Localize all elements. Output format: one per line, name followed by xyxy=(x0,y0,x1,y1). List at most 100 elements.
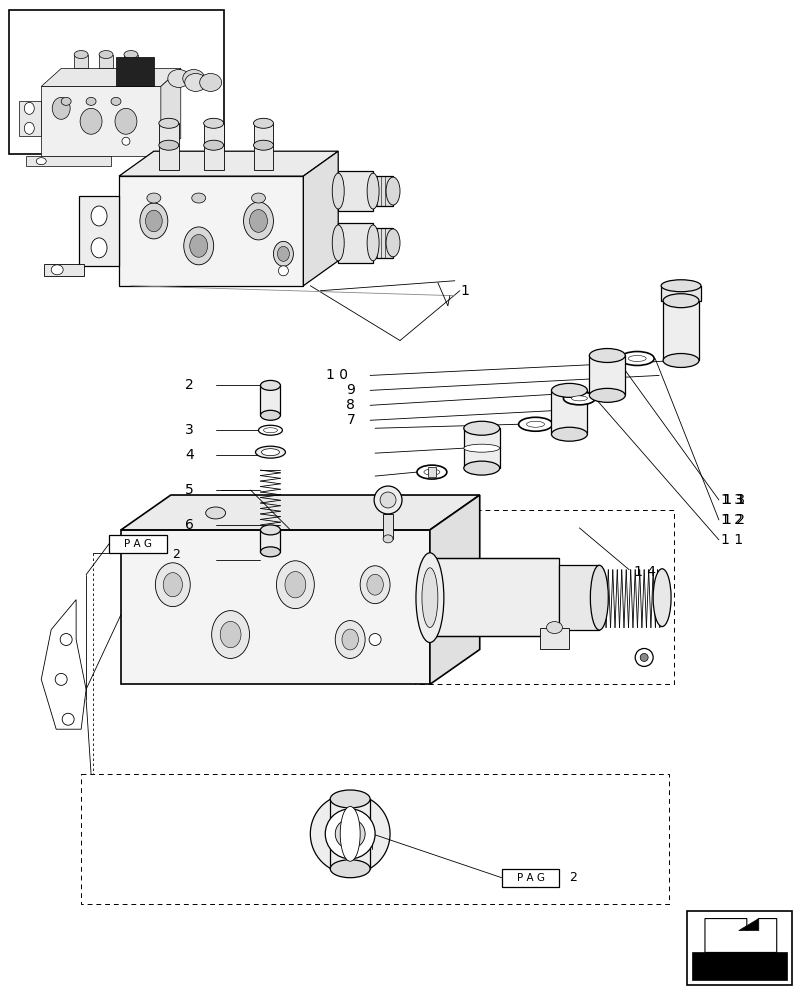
Bar xyxy=(692,952,787,980)
Bar xyxy=(502,869,559,887)
Ellipse shape xyxy=(589,388,625,402)
Ellipse shape xyxy=(147,193,161,203)
Ellipse shape xyxy=(663,354,699,367)
Ellipse shape xyxy=(386,177,400,205)
Ellipse shape xyxy=(663,294,699,308)
Polygon shape xyxy=(161,68,181,156)
Polygon shape xyxy=(121,495,480,530)
Ellipse shape xyxy=(159,118,179,128)
Bar xyxy=(430,558,559,636)
Bar xyxy=(44,264,84,276)
Bar xyxy=(415,510,674,684)
Bar xyxy=(687,911,792,985)
Text: 5: 5 xyxy=(185,483,194,497)
Ellipse shape xyxy=(621,352,654,365)
Polygon shape xyxy=(41,600,86,729)
Ellipse shape xyxy=(369,634,381,645)
Ellipse shape xyxy=(111,97,121,105)
Bar xyxy=(260,385,280,415)
Text: 6: 6 xyxy=(185,518,194,532)
Ellipse shape xyxy=(260,380,280,390)
Ellipse shape xyxy=(653,569,671,627)
Ellipse shape xyxy=(360,566,390,604)
Ellipse shape xyxy=(243,202,273,240)
Ellipse shape xyxy=(635,648,653,666)
Bar xyxy=(383,514,393,539)
Ellipse shape xyxy=(464,444,499,452)
Text: 1 4: 1 4 xyxy=(634,565,656,579)
Bar xyxy=(540,628,570,649)
Bar xyxy=(330,799,370,869)
Text: 1 2: 1 2 xyxy=(721,513,743,527)
Ellipse shape xyxy=(386,229,400,257)
Polygon shape xyxy=(739,919,759,931)
Polygon shape xyxy=(303,151,339,286)
Ellipse shape xyxy=(417,465,447,479)
Ellipse shape xyxy=(212,611,250,658)
Polygon shape xyxy=(19,101,41,136)
Ellipse shape xyxy=(191,193,206,203)
Bar xyxy=(124,55,138,68)
Text: 1 1: 1 1 xyxy=(723,493,745,507)
Ellipse shape xyxy=(332,173,344,209)
Ellipse shape xyxy=(342,629,359,650)
Ellipse shape xyxy=(310,794,390,874)
Ellipse shape xyxy=(183,69,204,87)
Ellipse shape xyxy=(36,158,46,165)
Ellipse shape xyxy=(640,653,648,661)
Ellipse shape xyxy=(204,118,224,128)
Polygon shape xyxy=(119,176,303,286)
Ellipse shape xyxy=(591,565,608,630)
Ellipse shape xyxy=(383,535,393,543)
Ellipse shape xyxy=(24,102,34,114)
Ellipse shape xyxy=(527,421,545,427)
Ellipse shape xyxy=(552,383,587,397)
Ellipse shape xyxy=(254,118,273,128)
Ellipse shape xyxy=(332,225,344,261)
Ellipse shape xyxy=(335,621,365,658)
Ellipse shape xyxy=(24,122,34,134)
Ellipse shape xyxy=(262,449,280,456)
Bar xyxy=(339,171,373,211)
Ellipse shape xyxy=(260,410,280,420)
Ellipse shape xyxy=(552,427,587,441)
Ellipse shape xyxy=(204,140,224,150)
Ellipse shape xyxy=(464,461,499,475)
Ellipse shape xyxy=(53,97,70,119)
Ellipse shape xyxy=(145,210,162,232)
Text: 2: 2 xyxy=(185,378,194,392)
Ellipse shape xyxy=(221,621,241,648)
Bar xyxy=(116,57,154,86)
Ellipse shape xyxy=(661,280,701,292)
Bar xyxy=(109,535,166,553)
Ellipse shape xyxy=(251,193,266,203)
Text: 4: 4 xyxy=(185,448,194,462)
Ellipse shape xyxy=(163,573,183,597)
Ellipse shape xyxy=(285,572,305,598)
Polygon shape xyxy=(430,495,480,684)
Ellipse shape xyxy=(260,525,280,535)
Ellipse shape xyxy=(159,140,179,150)
Ellipse shape xyxy=(155,563,190,607)
Ellipse shape xyxy=(259,425,283,435)
Ellipse shape xyxy=(340,806,360,861)
Text: 1 3: 1 3 xyxy=(723,493,745,507)
Text: 8: 8 xyxy=(347,398,356,412)
Ellipse shape xyxy=(571,396,587,401)
Ellipse shape xyxy=(374,486,402,514)
Ellipse shape xyxy=(367,574,383,595)
Ellipse shape xyxy=(273,241,293,266)
Bar xyxy=(589,355,625,395)
Ellipse shape xyxy=(254,140,273,150)
Polygon shape xyxy=(79,196,119,266)
Text: 9: 9 xyxy=(347,383,356,397)
Ellipse shape xyxy=(122,137,130,145)
Ellipse shape xyxy=(330,790,370,808)
Bar xyxy=(373,228,393,258)
Polygon shape xyxy=(41,86,161,156)
Ellipse shape xyxy=(330,860,370,878)
Ellipse shape xyxy=(255,446,285,458)
Bar xyxy=(10,10,224,154)
Ellipse shape xyxy=(563,392,595,405)
Ellipse shape xyxy=(61,97,71,105)
